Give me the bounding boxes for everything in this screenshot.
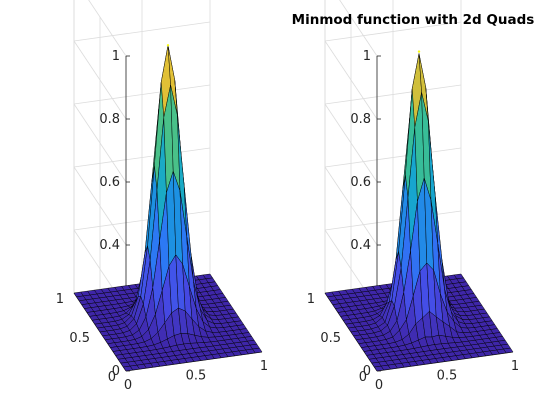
z-tick-label: 0.4 — [99, 238, 120, 253]
surface-mesh — [324, 50, 514, 372]
y-tick-label: 0.5 — [320, 331, 341, 346]
x-tick-label: 1 — [260, 359, 268, 374]
y-tick-label: 0 — [108, 370, 116, 385]
y-tick-label: 0.5 — [69, 331, 90, 346]
x-tick-label: 0 — [124, 378, 132, 393]
z-tick-label: 0.4 — [350, 238, 371, 253]
z-tick-label: 1 — [112, 49, 120, 64]
chart-title: Minmod function with 2d Quads — [292, 12, 535, 28]
y-tick-label: 0 — [359, 370, 367, 385]
z-tick-label: 0 — [363, 364, 371, 379]
surface-mesh — [73, 44, 263, 372]
surface-patch — [252, 347, 263, 354]
surface-peak — [417, 50, 421, 53]
z-tick-label: 0.6 — [350, 175, 371, 190]
surface-peak — [166, 44, 170, 47]
z-tick-label: 0.8 — [350, 112, 371, 127]
y-tick-label: 1 — [307, 292, 315, 307]
x-tick-label: 0 — [375, 378, 383, 393]
z-tick-label: 0.6 — [99, 175, 120, 190]
x-tick-label: 0.5 — [437, 369, 458, 384]
z-tick-label: 1 — [363, 49, 371, 64]
z-tick-label: 0 — [112, 364, 120, 379]
surface-patch — [503, 347, 514, 354]
z-tick-label: 0.8 — [99, 112, 120, 127]
x-tick-label: 1 — [511, 359, 519, 374]
y-tick-label: 1 — [56, 292, 64, 307]
x-tick-label: 0.5 — [186, 369, 207, 384]
